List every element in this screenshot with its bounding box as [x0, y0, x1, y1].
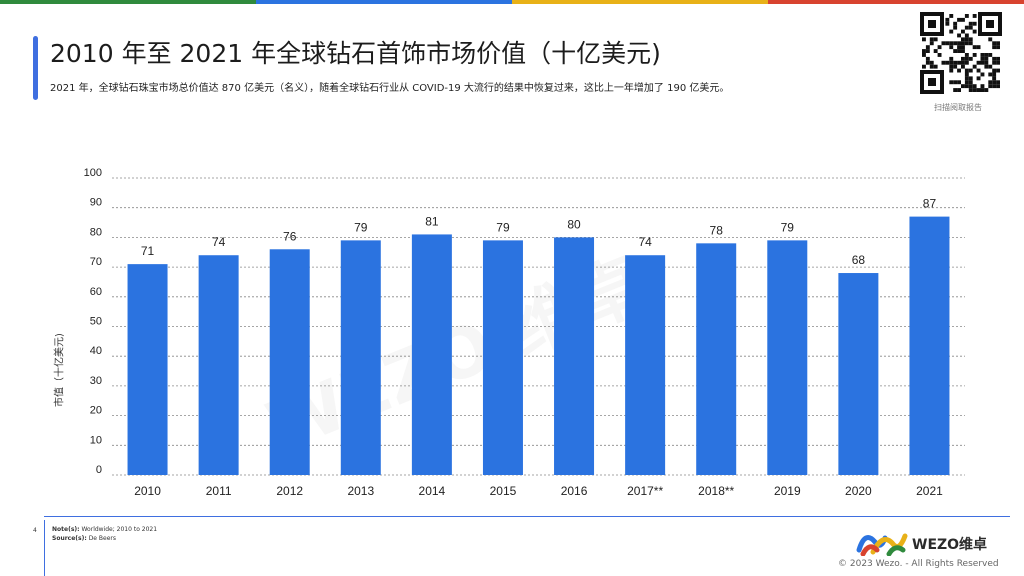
x-tick-label: 2019 [774, 484, 801, 498]
bar [909, 216, 950, 476]
page-number: 4 [33, 527, 37, 534]
top-bar-blue [256, 0, 512, 4]
data-label: 79 [781, 220, 795, 234]
x-tick-label: 2018** [698, 484, 734, 498]
bar [767, 240, 808, 475]
notes-text: Worldwide; 2010 to 2021 [81, 526, 158, 533]
top-bar-yellow [512, 0, 768, 4]
data-label: 74 [638, 235, 652, 249]
y-tick-label: 20 [90, 405, 102, 417]
x-tick-label: 2014 [419, 484, 446, 498]
bar-chart: 0 10 20 30 40 50 60 70 80 90 100 71 74 76 79 81 79 80 74 7… [84, 167, 965, 498]
data-label: 71 [141, 244, 155, 258]
source-label: Source(s): [52, 535, 87, 542]
bar [482, 240, 523, 475]
top-bar-green [0, 0, 256, 4]
footer-side-line [44, 520, 45, 576]
data-label: 79 [496, 220, 510, 234]
x-tick-label: 2021 [916, 484, 943, 498]
wezo-logo-icon [856, 533, 908, 556]
data-label: 68 [852, 253, 866, 267]
bar [625, 255, 666, 475]
bar [696, 243, 737, 475]
y-tick-label: 90 [90, 197, 102, 209]
y-tick-label: 0 [96, 464, 102, 476]
notes-block: Note(s): Worldwide; 2010 to 2021 Source(… [52, 525, 157, 543]
x-tick-label: 2015 [490, 484, 517, 498]
data-label: 81 [425, 214, 439, 228]
y-tick-label: 100 [84, 167, 102, 179]
source-text: De Beers [88, 535, 116, 542]
top-color-bar [0, 0, 1024, 4]
bar [269, 249, 310, 475]
y-tick-label: 10 [90, 434, 102, 446]
y-tick-label: 60 [90, 286, 102, 298]
x-tick-label: 2017** [627, 484, 663, 498]
x-tick-label: 2020 [845, 484, 872, 498]
y-tick-label: 30 [90, 375, 102, 387]
notes-label: Note(s): [52, 526, 80, 533]
page-subtitle: 2021 年，全球钻石珠宝市场总价值达 870 亿美元（名义），随着全球钻石行业… [50, 83, 730, 94]
title-accent-bar [33, 36, 38, 100]
bar [838, 273, 879, 475]
y-tick-label: 50 [90, 316, 102, 328]
data-label: 79 [354, 220, 368, 234]
bar [127, 264, 168, 475]
x-tick-label: 2013 [347, 484, 374, 498]
page-title: 2010 年至 2021 年全球钻石首饰市场价值（十亿美元) [50, 39, 661, 68]
bar [198, 255, 239, 475]
y-axis-label: 市值（十亿美元) [54, 333, 66, 407]
x-tick-label: 2011 [206, 484, 232, 498]
data-label: 78 [710, 223, 724, 237]
footer-divider [44, 516, 1010, 517]
y-tick-label: 40 [90, 345, 102, 357]
top-bar-red [768, 0, 1024, 4]
x-tick-label: 2016 [561, 484, 588, 498]
data-label: 76 [283, 229, 297, 243]
qr-caption: 扫描阅取报告 [934, 103, 982, 112]
data-label: 80 [567, 217, 581, 231]
bar [411, 234, 452, 475]
y-tick-label: 80 [90, 226, 102, 238]
data-label: 74 [212, 235, 226, 249]
data-label: 87 [923, 197, 937, 211]
copyright-text: © 2023 Wezo. - All Rights Reserved [838, 559, 999, 569]
x-tick-label: 2010 [134, 484, 161, 498]
x-tick-label: 2012 [276, 484, 303, 498]
bar [340, 240, 381, 475]
brand-name: WEZO维卓 [912, 537, 988, 553]
y-tick-label: 70 [90, 256, 102, 268]
bar [554, 237, 595, 475]
qr-code-icon[interactable] [920, 12, 1002, 94]
